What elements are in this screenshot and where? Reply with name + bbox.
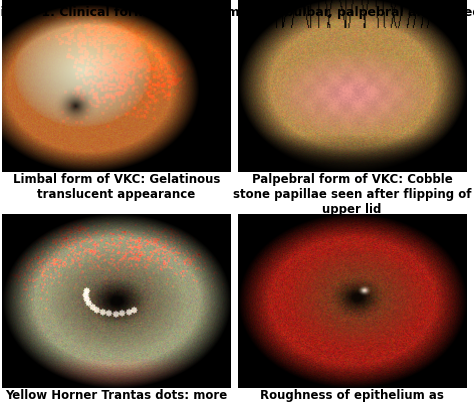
Text: Yellow Horner Trantas dots: more: Yellow Horner Trantas dots: more [6, 389, 228, 402]
Text: Palpebral form of VKC: Cobble
stone papillae seen after flipping of
upper lid: Palpebral form of VKC: Cobble stone papi… [233, 173, 472, 216]
Text: Figure 1. Clinical forms of VKC: Limbal or bulbar, palpebral and mixed: Figure 1. Clinical forms of VKC: Limbal … [0, 6, 474, 19]
Text: Limbal form of VKC: Gelatinous
translucent appearance: Limbal form of VKC: Gelatinous transluce… [13, 173, 220, 201]
Text: Roughness of epithelium as: Roughness of epithelium as [260, 389, 444, 402]
